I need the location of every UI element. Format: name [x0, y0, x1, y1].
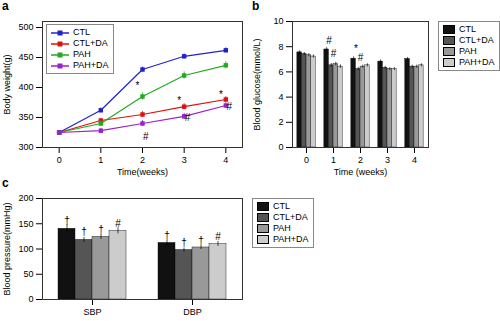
svg-text:#: # — [358, 52, 364, 63]
svg-text:2: 2 — [140, 155, 145, 165]
svg-text:*: * — [177, 95, 181, 106]
svg-text:#: # — [331, 48, 337, 59]
svg-text:2: 2 — [358, 155, 363, 165]
svg-text:#: # — [115, 218, 121, 229]
svg-text:0: 0 — [304, 155, 309, 165]
svg-text:200: 200 — [18, 193, 33, 203]
html-text:CTL+DA: CTL+DA — [73, 38, 108, 48]
svg-text:Blood glucose(mmol/L): Blood glucose(mmol/L) — [252, 38, 262, 130]
svg-text:#: # — [326, 35, 332, 46]
html-text:CTL+DA: CTL+DA — [273, 212, 308, 222]
html-text:PAH: PAH — [73, 49, 91, 59]
svg-text:1: 1 — [98, 155, 103, 165]
html-text:c: c — [2, 176, 9, 190]
svg-text:0: 0 — [28, 294, 33, 304]
html-text:PAH+DA: PAH+DA — [73, 60, 109, 70]
svg-text:†: † — [98, 224, 104, 235]
svg-text:†: † — [64, 215, 70, 226]
svg-text:†: † — [198, 235, 204, 246]
svg-text:#: # — [185, 112, 191, 123]
svg-text:†: † — [181, 237, 187, 248]
svg-text:10: 10 — [273, 16, 283, 26]
html-text:CTL: CTL — [73, 27, 90, 37]
svg-text:8: 8 — [278, 42, 283, 52]
svg-text:2: 2 — [278, 117, 283, 127]
svg-text:0: 0 — [57, 155, 62, 165]
html-text:b: b — [252, 0, 260, 13]
html-text:CTL+DA: CTL+DA — [459, 35, 494, 45]
svg-text:3: 3 — [182, 155, 187, 165]
svg-text:*: * — [219, 89, 223, 100]
svg-text:6: 6 — [278, 67, 283, 77]
svg-text:Time (weeks): Time (weeks) — [334, 167, 388, 177]
svg-text:400: 400 — [18, 82, 33, 92]
svg-text:*: * — [136, 80, 140, 91]
svg-text:50: 50 — [23, 269, 33, 279]
svg-text:300: 300 — [18, 142, 33, 152]
html-text:PAH: PAH — [459, 46, 477, 56]
svg-text:SBP: SBP — [83, 307, 101, 317]
svg-text:DBP: DBP — [183, 307, 202, 317]
svg-text:350: 350 — [18, 112, 33, 122]
svg-text:#: # — [226, 101, 232, 112]
svg-text:†: † — [81, 226, 87, 237]
svg-text:4: 4 — [278, 92, 283, 102]
html-text:a: a — [2, 0, 9, 13]
svg-text:500: 500 — [18, 22, 33, 32]
svg-text:0: 0 — [278, 142, 283, 152]
svg-text:4: 4 — [412, 155, 417, 165]
html-text:CTL: CTL — [459, 24, 476, 34]
svg-text:Time(weeks): Time(weeks) — [117, 167, 168, 177]
html-text:PAH: PAH — [273, 223, 291, 233]
svg-text:450: 450 — [18, 52, 33, 62]
html-text:PAH+DA: PAH+DA — [273, 234, 309, 244]
svg-text:†: † — [164, 230, 170, 241]
svg-text:3: 3 — [385, 155, 390, 165]
svg-text:#: # — [143, 131, 149, 142]
svg-text:150: 150 — [18, 219, 33, 229]
svg-text:1: 1 — [331, 155, 336, 165]
html-text:CTL: CTL — [273, 201, 290, 211]
svg-text:Body weight(g): Body weight(g) — [2, 54, 12, 114]
html-text:PAH+DA: PAH+DA — [459, 57, 495, 67]
svg-text:Blood pressure(mmHg): Blood pressure(mmHg) — [2, 202, 12, 295]
svg-text:4: 4 — [223, 155, 228, 165]
svg-text:100: 100 — [18, 244, 33, 254]
svg-text:#: # — [215, 231, 221, 242]
